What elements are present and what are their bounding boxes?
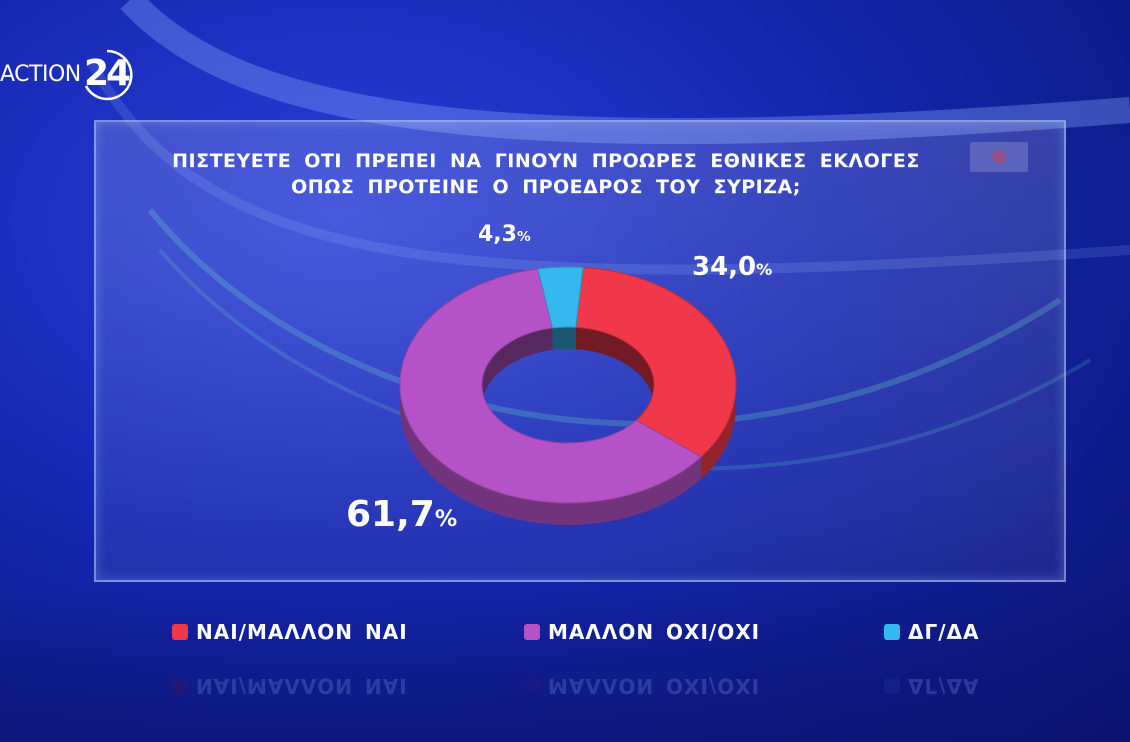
legend-swatch — [524, 624, 540, 640]
legend-item-dgda: ΔΓ/ΔΑ — [884, 618, 979, 646]
legend-label: ΜΑΛΛΟΝ ΟΧΙ/ΟΧΙ — [548, 620, 761, 644]
legend-label: ΝΑΙ/ΜΑΛΛΟΝ ΝΑΙ — [196, 620, 408, 644]
legend-label: ΔΓ/ΔΑ — [908, 620, 980, 644]
reflection-label: ΜΑΛΛΟΝ ΟΧΙ/ΟΧΙ — [548, 674, 761, 698]
data-label-nai: 34,0% — [692, 252, 772, 282]
data-label-value: 34,0 — [692, 252, 757, 282]
logo-number-icon: 24 — [80, 48, 134, 102]
logo-number: 24 — [84, 53, 131, 94]
legend-reflection-oxi: ΜΑΛΛΟΝ ΟΧΙ/ΟΧΙ — [524, 672, 760, 700]
donut-inner-wall-0 — [575, 327, 654, 443]
data-label-oxi: 61,7% — [346, 494, 457, 535]
legend-swatch — [884, 624, 900, 640]
reflection-swatch — [524, 678, 540, 694]
logo-text: ACTION — [0, 62, 81, 87]
title-line-2: ΟΠΩΣ ΠΡΟΤΕΙΝΕ Ο ΠΡΟΕΔΡΟΣ ΤΟΥ ΣΥΡΙΖΑ; — [291, 176, 801, 198]
chart-title: ΠΙΣΤΕΥΕΤΕ ΟΤΙ ΠΡΕΠΕΙ ΝΑ ΓΙΝΟΥΝ ΠΡΟΩΡΕΣ Ε… — [126, 148, 966, 200]
legend-reflection-dgda: ΔΓ/ΔΑ — [884, 672, 979, 700]
percent-sign: % — [756, 260, 773, 279]
data-label-dgda: 4,3% — [478, 222, 531, 247]
reflection-swatch — [884, 678, 900, 694]
legend-reflection-nai: ΝΑΙ/ΜΑΛΛΟΝ ΝΑΙ — [172, 672, 408, 700]
title-line-1: ΠΙΣΤΕΥΕΤΕ ΟΤΙ ΠΡΕΠΕΙ ΝΑ ΓΙΝΟΥΝ ΠΡΟΩΡΕΣ Ε… — [172, 150, 920, 172]
floor-gradient — [0, 585, 1130, 742]
legend-swatch — [172, 624, 188, 640]
legend-item-oxi: ΜΑΛΛΟΝ ΟΧΙ/ΟΧΙ — [524, 618, 760, 646]
percent-sign: % — [434, 506, 458, 532]
data-label-value: 61,7 — [346, 494, 435, 535]
reflection-label: ΔΓ/ΔΑ — [908, 674, 980, 698]
percent-sign: % — [516, 229, 531, 245]
legend-item-nai: ΝΑΙ/ΜΑΛΛΟΝ ΝΑΙ — [172, 618, 408, 646]
data-label-value: 4,3 — [478, 222, 517, 247]
reflection-swatch — [172, 678, 188, 694]
donut-slice-1 — [399, 268, 703, 504]
donut-wall-1 — [400, 268, 702, 525]
donut-slice-0 — [575, 266, 737, 458]
flag-icon — [970, 142, 1028, 172]
reflection-label: ΝΑΙ/ΜΑΛΛΟΝ ΝΑΙ — [196, 674, 408, 698]
donut-inner-wall-2 — [552, 327, 576, 350]
donut-slice-2 — [537, 266, 584, 329]
